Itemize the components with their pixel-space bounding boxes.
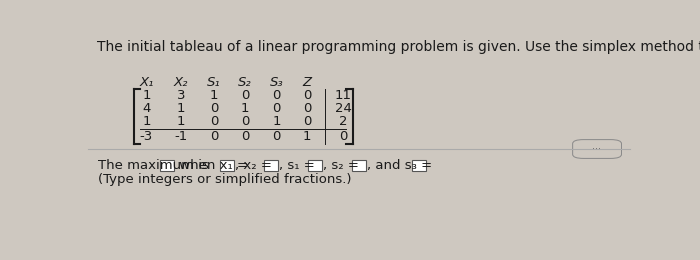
Text: 0: 0 bbox=[302, 102, 311, 115]
Text: S₁: S₁ bbox=[207, 75, 220, 88]
Bar bbox=[412, 160, 426, 171]
Text: 0: 0 bbox=[272, 102, 281, 115]
Bar bbox=[308, 160, 322, 171]
Text: 0: 0 bbox=[209, 115, 218, 128]
Text: , s₂ =: , s₂ = bbox=[323, 159, 363, 172]
Text: , s₁ =: , s₁ = bbox=[279, 159, 319, 172]
Text: 24: 24 bbox=[335, 102, 351, 115]
Text: 1: 1 bbox=[241, 102, 249, 115]
Text: S₃: S₃ bbox=[270, 75, 284, 88]
Text: 0: 0 bbox=[209, 102, 218, 115]
Text: 1: 1 bbox=[177, 102, 186, 115]
Text: 4: 4 bbox=[142, 102, 150, 115]
Text: The initial tableau of a linear programming problem is given. Use the simplex me: The initial tableau of a linear programm… bbox=[97, 41, 700, 54]
Text: ···: ··· bbox=[592, 144, 601, 154]
Text: 0: 0 bbox=[241, 130, 249, 143]
Text: (Type integers or simplified fractions.): (Type integers or simplified fractions.) bbox=[98, 173, 352, 186]
Text: 0: 0 bbox=[241, 115, 249, 128]
Bar bbox=[352, 160, 366, 171]
Text: Z: Z bbox=[302, 75, 312, 88]
Bar bbox=[264, 160, 278, 171]
Text: 2: 2 bbox=[339, 115, 347, 128]
Text: 1: 1 bbox=[142, 115, 150, 128]
Bar bbox=[160, 160, 174, 171]
Text: 1: 1 bbox=[272, 115, 281, 128]
Text: 0: 0 bbox=[339, 130, 347, 143]
Text: X₁: X₁ bbox=[139, 75, 154, 88]
Text: -3: -3 bbox=[140, 130, 153, 143]
Text: The maximum is: The maximum is bbox=[98, 159, 214, 172]
Text: 0: 0 bbox=[302, 89, 311, 102]
Text: 0: 0 bbox=[272, 89, 281, 102]
Bar bbox=[220, 160, 234, 171]
Text: 11: 11 bbox=[335, 89, 351, 102]
Text: when x₁ =: when x₁ = bbox=[175, 159, 252, 172]
Text: 3: 3 bbox=[177, 89, 186, 102]
Text: , x₂ =: , x₂ = bbox=[235, 159, 276, 172]
Text: 0: 0 bbox=[209, 130, 218, 143]
Text: X₂: X₂ bbox=[174, 75, 188, 88]
Text: 0: 0 bbox=[241, 89, 249, 102]
Text: 1: 1 bbox=[209, 89, 218, 102]
Text: 1: 1 bbox=[177, 115, 186, 128]
Text: -1: -1 bbox=[174, 130, 188, 143]
Text: , and s₃ =: , and s₃ = bbox=[367, 159, 436, 172]
Text: 1: 1 bbox=[302, 130, 311, 143]
Text: 0: 0 bbox=[272, 130, 281, 143]
Text: 1: 1 bbox=[142, 89, 150, 102]
FancyBboxPatch shape bbox=[573, 140, 622, 158]
Text: S₂: S₂ bbox=[238, 75, 252, 88]
Text: 0: 0 bbox=[302, 115, 311, 128]
